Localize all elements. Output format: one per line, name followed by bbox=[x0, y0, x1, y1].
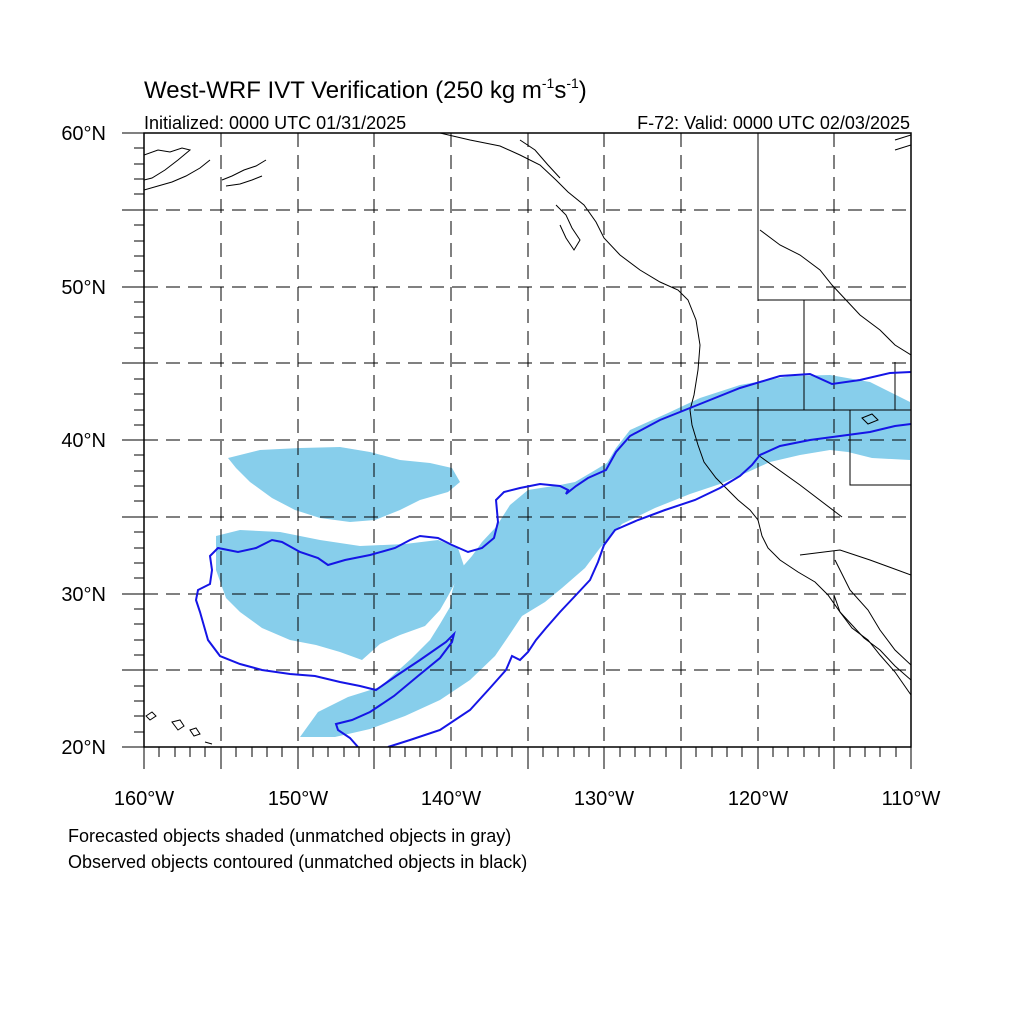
lon-label-140w: 140°W bbox=[421, 788, 481, 810]
graticule bbox=[144, 133, 911, 747]
lon-label-110w: 110°W bbox=[882, 788, 941, 810]
forecast-object-north bbox=[228, 447, 460, 522]
coastlines bbox=[144, 133, 911, 745]
latitude-labels: 60°N 50°N 40°N 30°N 20°N bbox=[61, 123, 106, 759]
note-forecast: Forecasted objects shaded (unmatched obj… bbox=[68, 826, 511, 846]
valid-label: F-72: Valid: 0000 UTC 02/03/2025 bbox=[637, 113, 910, 133]
longitude-labels: 160°W 150°W 140°W 130°W 120°W 110°W bbox=[114, 788, 941, 810]
lat-label-40n: 40°N bbox=[61, 430, 106, 452]
tick-marks bbox=[122, 132, 912, 769]
initialized-label: Initialized: 0000 UTC 01/31/2025 bbox=[144, 113, 406, 133]
lon-label-120w: 120°W bbox=[728, 788, 788, 810]
forecast-objects bbox=[216, 375, 910, 737]
forecast-object-west bbox=[216, 530, 464, 660]
lon-label-150w: 150°W bbox=[268, 788, 328, 810]
figure-title: West-WRF IVT Verification (250 kg m-1s-1… bbox=[144, 75, 587, 104]
observed-objects bbox=[194, 371, 911, 747]
lat-label-50n: 50°N bbox=[61, 277, 106, 299]
lat-label-30n: 30°N bbox=[61, 584, 106, 606]
observed-object-south bbox=[387, 423, 911, 747]
note-observed: Observed objects contoured (unmatched ob… bbox=[68, 852, 527, 872]
lat-label-20n: 20°N bbox=[61, 737, 106, 759]
lat-label-60n: 60°N bbox=[61, 123, 106, 145]
lon-label-160w: 160°W bbox=[114, 788, 174, 810]
observed-object-main bbox=[194, 371, 911, 747]
lon-label-130w: 130°W bbox=[574, 788, 634, 810]
